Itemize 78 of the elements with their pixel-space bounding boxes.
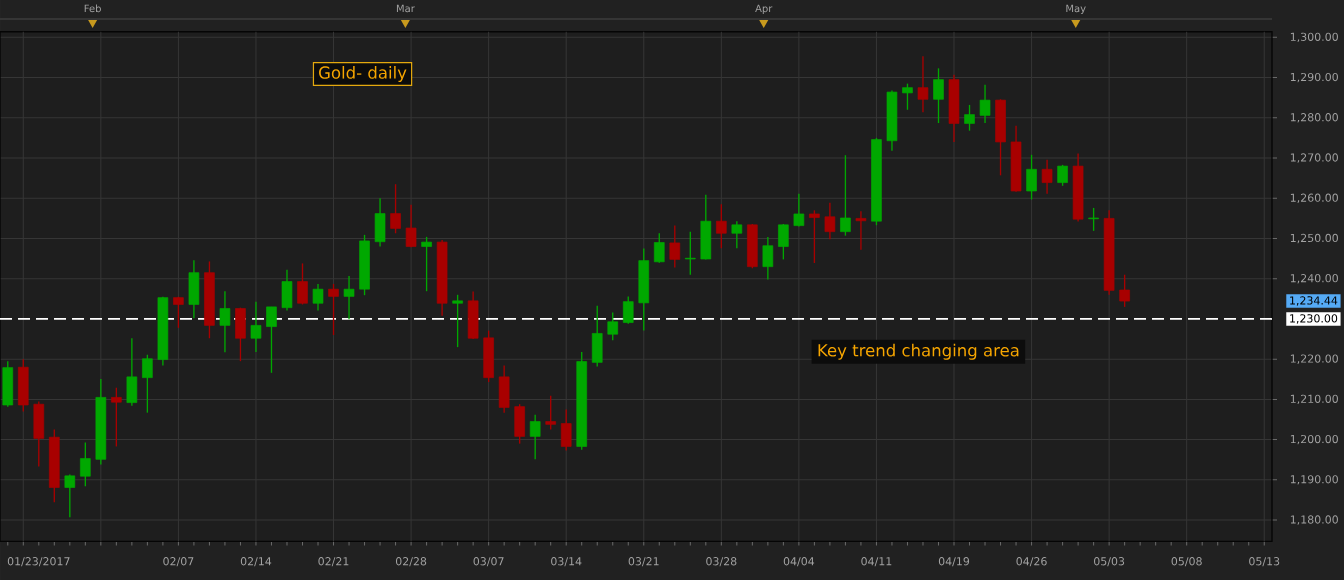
candlestick xyxy=(979,84,991,124)
x-tick-label: 05/08 xyxy=(1171,557,1202,567)
candlestick xyxy=(731,220,743,249)
text: Feb xyxy=(84,4,101,13)
x-tick-label: 05/13 xyxy=(1249,557,1280,567)
y-tick-label: 1,190.00 xyxy=(1290,475,1338,485)
text: Mar xyxy=(396,4,415,13)
y-tick-label: 1,280.00 xyxy=(1290,113,1338,123)
candlestick xyxy=(824,202,836,240)
candlestick xyxy=(933,67,944,124)
text: 1,234.44 xyxy=(1290,296,1338,306)
ref-line-label: 1,230.00 xyxy=(1290,314,1338,324)
candlestick xyxy=(1026,154,1037,201)
text: Gold- daily xyxy=(319,66,407,83)
candlestick xyxy=(250,300,262,353)
candlestick xyxy=(80,441,91,487)
annotation: Key trend changing area xyxy=(818,343,1019,360)
candlestick xyxy=(560,408,572,452)
candlestick xyxy=(793,193,805,228)
x-tick-label: 02/28 xyxy=(395,557,427,567)
text: Apr xyxy=(755,4,773,15)
x-tick-label: 04/11 xyxy=(861,557,892,567)
candlestick xyxy=(1041,158,1053,195)
y-tick-label: 1,270.00 xyxy=(1290,153,1338,163)
candlestick xyxy=(452,294,463,348)
text: May xyxy=(1066,4,1086,15)
candlestick xyxy=(669,224,681,269)
candlestick xyxy=(405,204,417,249)
y-tick-label: 1,240.00 xyxy=(1290,274,1338,284)
x-tick-label: 03/14 xyxy=(551,557,582,567)
x-tick-label: 02/14 xyxy=(240,557,272,567)
candlestick xyxy=(343,275,355,321)
candlestick xyxy=(219,290,231,353)
candlestick xyxy=(64,473,76,518)
x-tick-label: 01/23/2017 xyxy=(7,557,70,567)
candlestick xyxy=(622,295,634,325)
candlestick xyxy=(917,55,929,113)
candlestick xyxy=(809,209,820,264)
candlestick xyxy=(421,236,432,292)
candlestick xyxy=(111,387,122,448)
candlestick xyxy=(297,262,308,306)
candlestick xyxy=(266,306,277,374)
candlestick xyxy=(529,414,541,460)
y-tick-label: 1,250.00 xyxy=(1290,233,1338,244)
x-tick-label: 03/07 xyxy=(473,557,504,567)
y-tick-label: 1,300.00 xyxy=(1290,32,1338,43)
y-tick-label: 1,180.00 xyxy=(1290,515,1338,525)
candlestick xyxy=(173,296,184,329)
x-tick-label: 03/21 xyxy=(628,557,659,567)
candlestick xyxy=(1119,274,1130,308)
y-tick-label: 1,200.00 xyxy=(1290,434,1338,445)
x-tick-label: 04/19 xyxy=(938,557,970,567)
y-tick-label: 1,210.00 xyxy=(1290,394,1338,405)
candlestick xyxy=(964,104,975,132)
candlestick xyxy=(312,283,324,312)
x-tick-label: 04/04 xyxy=(783,557,815,567)
candlestick xyxy=(653,232,665,264)
x-tick-label: 02/07 xyxy=(163,557,194,567)
candlestick xyxy=(840,154,851,237)
candlestick xyxy=(684,230,696,276)
candlestick xyxy=(142,354,153,414)
candlestick xyxy=(545,395,556,431)
candlestick xyxy=(778,223,789,261)
x-tick-label: 04/26 xyxy=(1016,557,1047,567)
x-tick-label: 05/03 xyxy=(1094,557,1125,567)
y-tick-label: 1,290.00 xyxy=(1290,72,1338,83)
candlestick xyxy=(762,236,774,281)
candlestick xyxy=(328,283,339,336)
y-tick-label: 1,220.00 xyxy=(1290,354,1338,364)
x-tick-label: 03/28 xyxy=(706,557,737,567)
candlestick xyxy=(607,311,619,341)
y-tick-label: 1,260.00 xyxy=(1290,193,1338,203)
candlestick xyxy=(855,210,867,251)
candlestick xyxy=(716,203,727,249)
candlestick xyxy=(390,183,401,234)
candlestick xyxy=(1088,207,1099,232)
candlestick xyxy=(902,82,913,111)
x-tick-label: 02/21 xyxy=(318,557,349,567)
